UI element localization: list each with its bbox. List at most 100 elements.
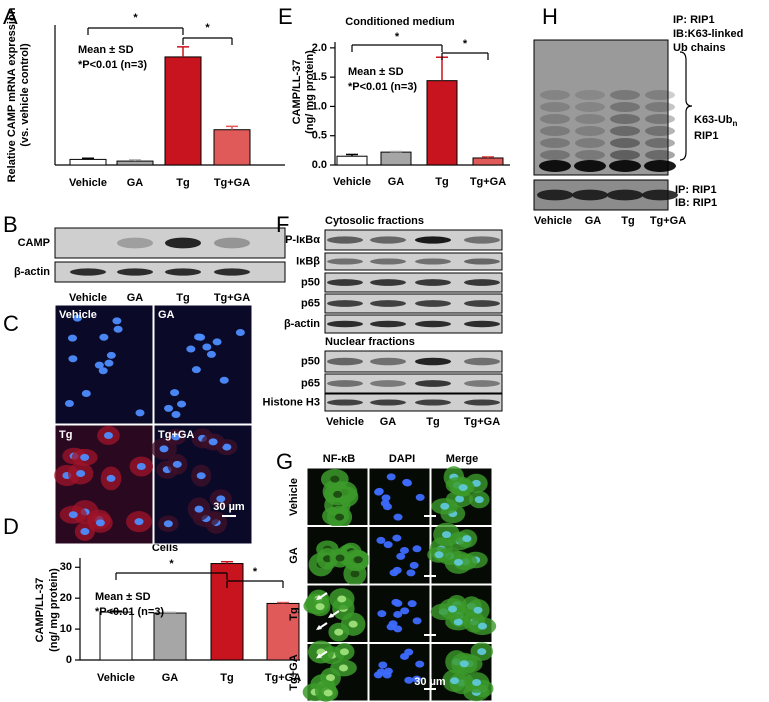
cell-nucleus (212, 338, 222, 346)
error-bar (82, 157, 94, 160)
cell-nucleus (333, 490, 343, 498)
significance-star: * (133, 12, 138, 24)
cell-nucleus (106, 474, 116, 482)
cell-nucleus (159, 445, 169, 453)
blot-band (642, 189, 678, 201)
error-bar (177, 46, 189, 57)
y-axis-label: (ng/ mg protein) (304, 50, 316, 134)
blot-band (370, 236, 406, 244)
panel-letter: A (3, 4, 18, 29)
cell-nucleus (80, 528, 90, 536)
cell-nucleus (350, 570, 360, 578)
error-bar (129, 159, 141, 162)
error-bar (110, 610, 122, 613)
chart-title: Cells (152, 542, 178, 554)
annotation: *P<0.01 (n=3) (78, 59, 147, 71)
x-tick-label: Tg (176, 177, 189, 189)
blot-band (327, 399, 363, 406)
significance-star: * (463, 38, 468, 50)
significance-star: * (395, 31, 400, 43)
blot-strip (324, 252, 503, 271)
smear-band (540, 138, 570, 148)
blot-band (370, 300, 406, 307)
cell-nucleus (186, 345, 196, 353)
blot-row-label: IκBβ (296, 255, 320, 267)
blot-band (415, 357, 451, 366)
x-tick-label: Tg (220, 672, 233, 684)
blot-band (415, 320, 451, 328)
cell-nucleus (330, 475, 340, 483)
cell-nucleus (471, 479, 481, 487)
cell-nucleus (64, 400, 74, 408)
arrow-head (316, 625, 322, 630)
blot-band (415, 300, 451, 307)
row-label: Tg+GA (288, 654, 300, 690)
cell-nucleus (216, 495, 226, 503)
smear-band (575, 102, 605, 112)
cell-nucleus (377, 610, 387, 618)
blot-row-label: P-IκBα (285, 234, 320, 246)
cell-nucleus (235, 328, 245, 336)
cell-nucleus (376, 536, 386, 544)
blot-band (464, 380, 500, 387)
blot-band (415, 380, 451, 387)
y-axis-label: (vs. vehicle control) (19, 43, 31, 147)
smear-band (575, 126, 605, 136)
lane-label: GA (585, 215, 602, 227)
cell-nucleus (67, 334, 77, 342)
cell-nucleus (400, 607, 410, 615)
cell-nucleus (453, 558, 463, 566)
lane-label: Tg+GA (650, 215, 686, 227)
bar (116, 160, 154, 166)
blot-label: IP: RIP1 (675, 184, 717, 196)
cell-nucleus (334, 628, 344, 636)
cell-nucleus (337, 595, 347, 603)
error-bar (436, 56, 448, 81)
blot-band (572, 189, 608, 201)
column-label: Merge (446, 453, 478, 465)
cell-nucleus (406, 569, 416, 577)
cell-nucleus (103, 431, 113, 439)
cell-nucleus (172, 460, 182, 468)
lane-label: GA (380, 416, 397, 428)
cell-nucleus (409, 561, 419, 569)
cell-nucleus (72, 314, 82, 322)
bar (380, 151, 412, 166)
lane-label: Vehicle (69, 292, 107, 304)
panel-letter: E (278, 4, 293, 29)
cell-nucleus (202, 343, 212, 351)
cell-nucleus (383, 667, 393, 675)
cell-nucleus (378, 661, 388, 669)
annotation: Mean ± SD (78, 44, 134, 56)
panel-letter: B (3, 212, 18, 237)
blot-band (464, 320, 500, 328)
y-tick-label: 0 (66, 654, 72, 666)
y-tick-label: 20 (60, 592, 72, 604)
cell-nucleus (323, 689, 333, 697)
cell-nucleus (393, 610, 403, 618)
cell-nucleus (402, 479, 412, 487)
annotation: *P<0.01 (n=3) (348, 81, 417, 93)
blot-band (370, 399, 406, 406)
blot-band (370, 357, 406, 366)
cell-nucleus (348, 620, 358, 628)
cell-nucleus (177, 400, 187, 408)
blot-band (214, 237, 250, 249)
smear-band (645, 90, 675, 100)
cell-nucleus (382, 503, 392, 511)
bar (69, 158, 107, 166)
smear-band (645, 150, 675, 160)
cell-nucleus (194, 505, 204, 513)
cell-nucleus (448, 605, 458, 613)
y-tick-label: 0.0 (312, 159, 327, 171)
x-tick-label: GA (127, 177, 144, 189)
arrow-head (328, 613, 334, 618)
y-axis-label: CAMP/LL-37 (34, 578, 46, 643)
cell-nucleus (113, 325, 123, 333)
annotation: *P<0.01 (n=3) (95, 606, 164, 618)
blot-row-label: β-actin (284, 318, 320, 330)
blot-band (415, 399, 451, 406)
smear-band (645, 114, 675, 124)
blot-band (370, 279, 406, 286)
row-label: GA (288, 547, 300, 564)
